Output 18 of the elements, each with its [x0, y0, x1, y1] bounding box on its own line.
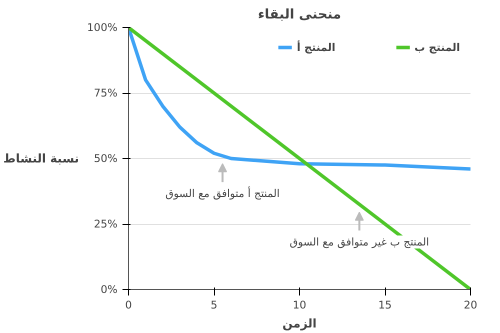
x-tick-label: 10	[292, 298, 306, 312]
y-axis-title: نسبة النشاط	[3, 152, 80, 166]
x-tick-label: 15	[378, 298, 392, 312]
x-tick-label: 0	[125, 298, 132, 312]
chart-title: منحنى البقاء	[258, 8, 342, 22]
x-tick-label: 5	[210, 298, 218, 312]
y-tick-label: 75%	[94, 86, 118, 100]
legend-label: المنتج ب	[414, 40, 460, 54]
y-tick-label: 25%	[94, 218, 118, 230]
legend-label: المنتج أ	[296, 40, 336, 54]
y-tick-label: 100%	[87, 21, 118, 34]
y-tick-label: 50%	[94, 152, 118, 165]
x-axis-title: الزمن	[282, 316, 317, 330]
x-tick-label: 20	[464, 298, 478, 312]
annotation: المنتج أ متوافق مع السوق	[165, 186, 280, 200]
y-tick-label: 0%	[100, 283, 118, 296]
annotation: المنتج ب غير متوافق مع السوق	[290, 236, 430, 249]
line-series	[128, 28, 470, 171]
